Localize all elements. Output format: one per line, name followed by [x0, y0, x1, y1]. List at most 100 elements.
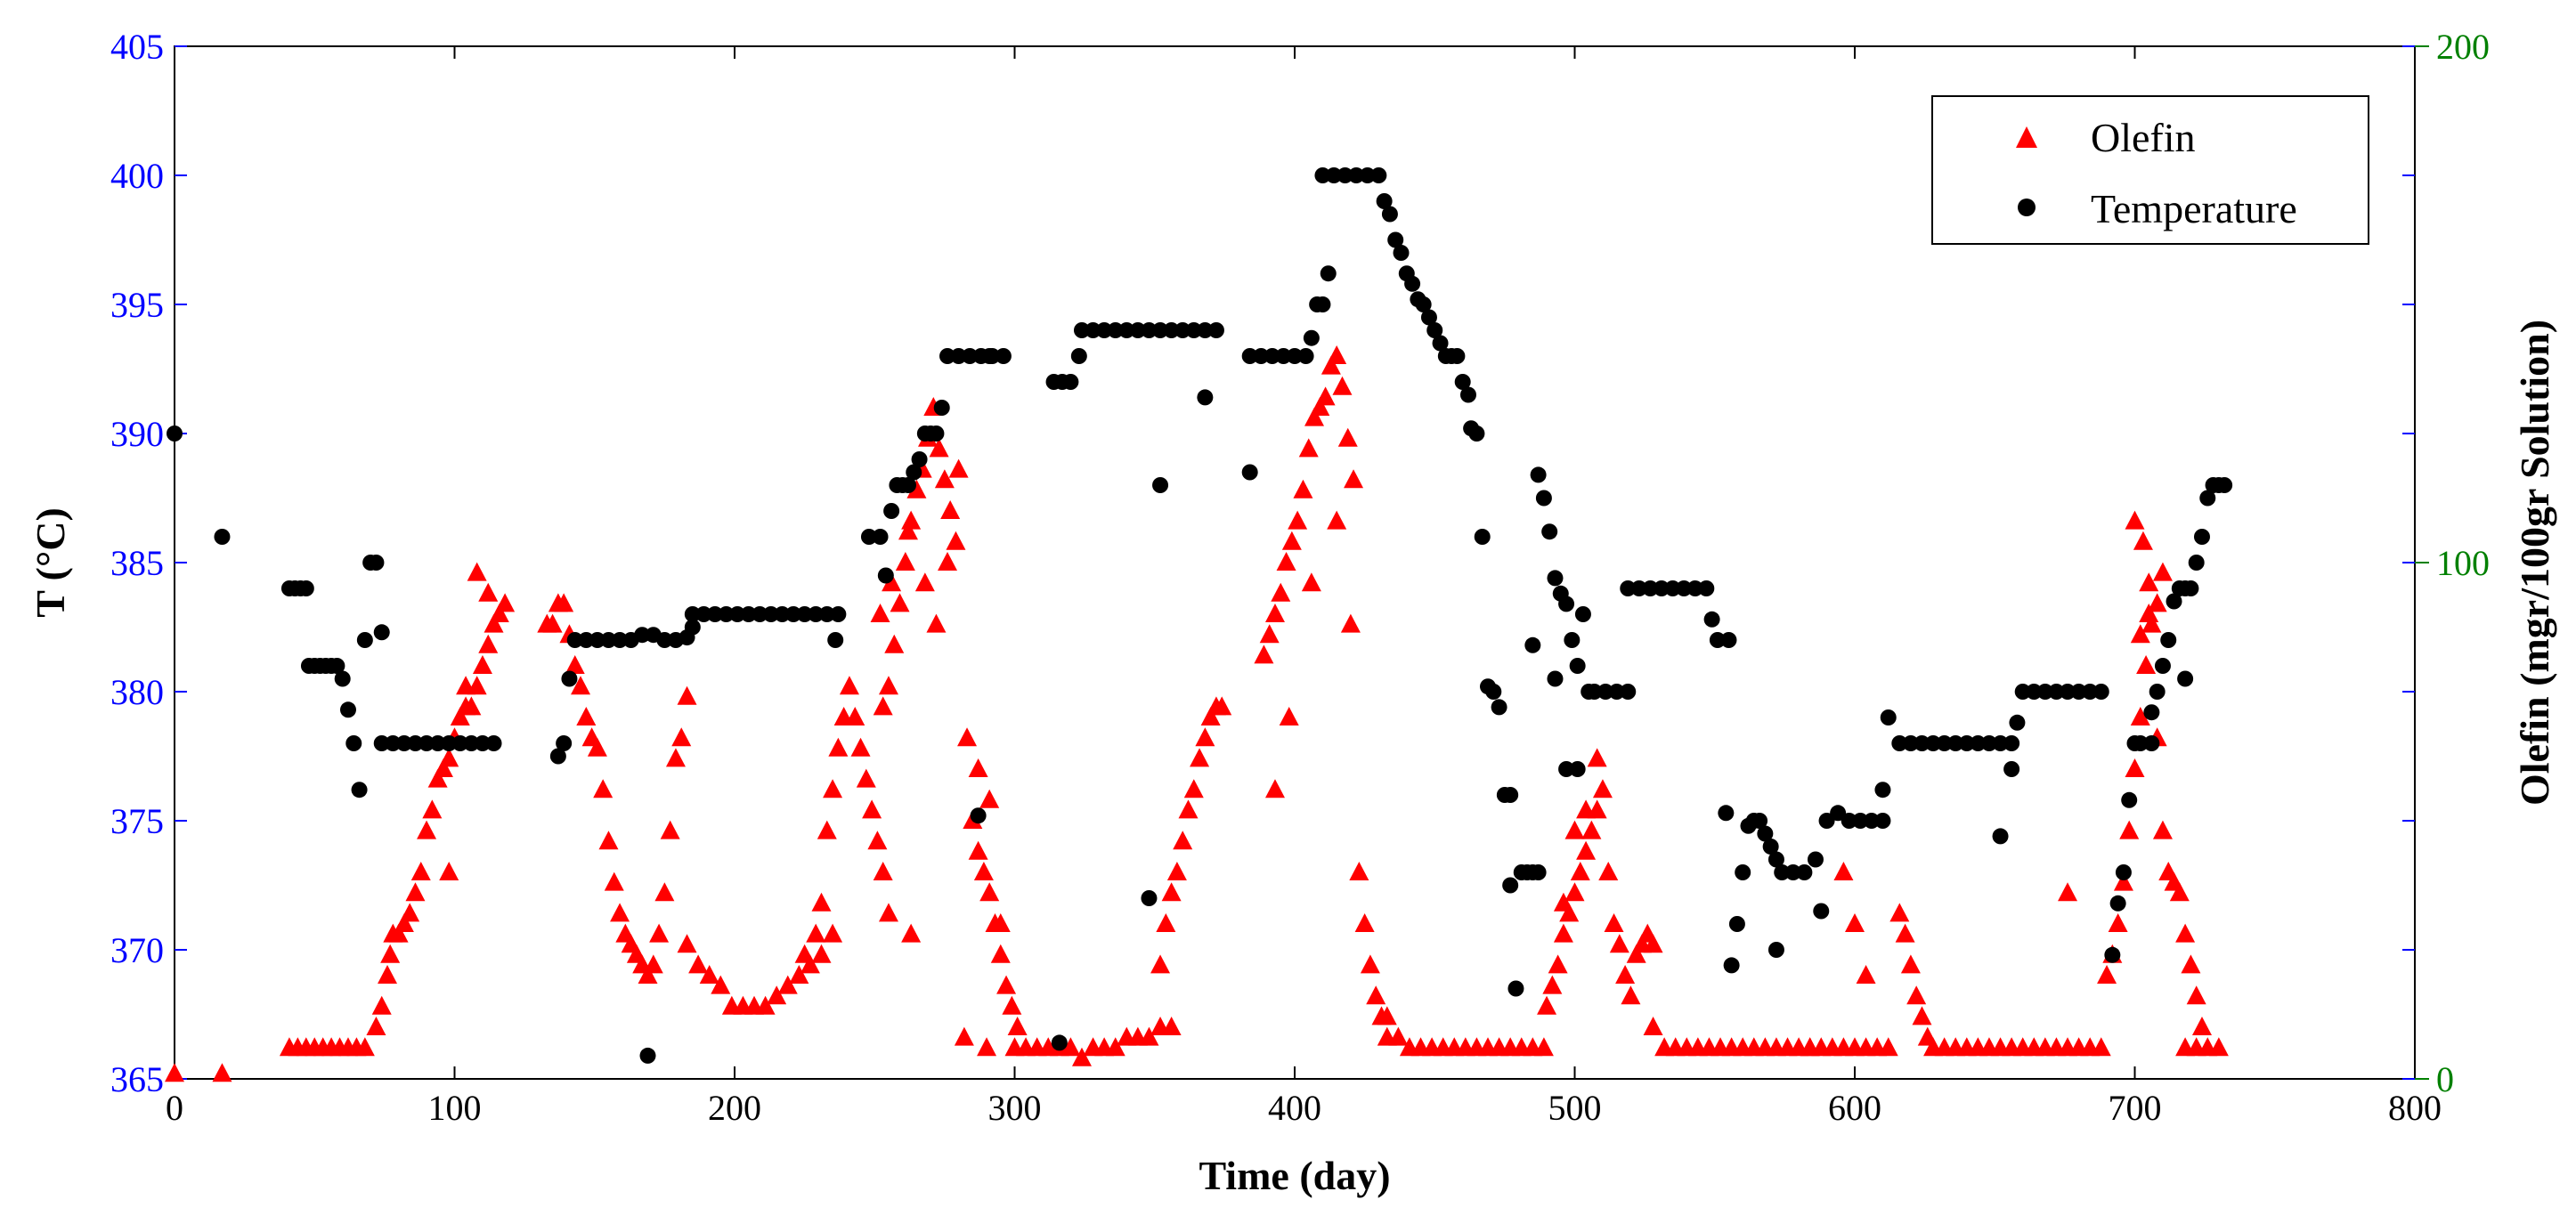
- temperature-point: [2143, 704, 2160, 721]
- y-left-tick-label: 390: [110, 414, 164, 454]
- olefin-point: [495, 593, 516, 612]
- temperature-point: [451, 735, 468, 751]
- olefin-point: [1581, 820, 1602, 839]
- temperature-point: [1980, 735, 1997, 751]
- olefin-point: [811, 892, 832, 912]
- olefin-point: [2091, 1037, 2111, 1057]
- olefin-point: [1271, 582, 1291, 602]
- series-temperature: [167, 167, 2233, 1064]
- olefin-point: [654, 882, 675, 902]
- olefin-point: [901, 510, 922, 530]
- olefin-point: [1833, 862, 1854, 880]
- olefin-point: [898, 521, 918, 540]
- temperature-point: [1891, 735, 1908, 751]
- temperature-point: [1348, 167, 1365, 183]
- olefin-point: [2136, 655, 2157, 674]
- olefin-point: [1587, 748, 1607, 767]
- temperature-point: [1241, 348, 1258, 364]
- olefin-point: [576, 707, 597, 725]
- olefin-point: [1900, 954, 1921, 974]
- temperature-point: [1586, 684, 1603, 700]
- temperature-point: [339, 701, 356, 718]
- olefin-point: [711, 975, 731, 994]
- temperature-point: [872, 529, 889, 545]
- temperature-point: [684, 619, 701, 636]
- temperature-point: [2036, 684, 2053, 700]
- olefin-point: [979, 882, 1000, 902]
- temperature-point: [695, 606, 712, 622]
- olefin-point: [571, 676, 591, 695]
- temperature-point: [1326, 167, 1343, 183]
- olefin-point: [1360, 954, 1380, 974]
- x-tick-label: 0: [166, 1088, 183, 1128]
- olefin-point: [914, 572, 935, 592]
- temperature-point: [345, 735, 362, 751]
- temperature-point: [1507, 980, 1524, 997]
- olefin-point: [1912, 1006, 1932, 1025]
- olefin-point: [1889, 903, 1910, 922]
- temperature-point: [1664, 580, 1681, 596]
- olefin-point: [593, 779, 614, 798]
- olefin-point: [878, 903, 898, 922]
- temperature-point: [418, 735, 435, 751]
- olefin-point: [1150, 954, 1171, 974]
- olefin-point: [212, 1063, 232, 1082]
- temperature-point: [1073, 322, 1090, 338]
- temperature-point: [1314, 296, 1331, 312]
- temperature-point: [796, 606, 813, 622]
- temperature-point: [911, 451, 928, 467]
- temperature-point: [373, 624, 390, 641]
- temperature-point: [612, 632, 629, 648]
- olefin-point: [688, 954, 709, 974]
- olefin-point: [677, 685, 697, 705]
- olefin-point: [2058, 882, 2078, 902]
- olefin-point: [1173, 831, 1193, 850]
- temperature-point: [1530, 864, 1547, 880]
- temperature-point: [1653, 580, 1670, 596]
- olefin-point: [845, 707, 865, 725]
- y-left-axis-label: T (°C): [28, 507, 73, 618]
- olefin-point: [1895, 923, 1915, 943]
- olefin-point: [2097, 965, 2117, 984]
- olefin-point: [1377, 1006, 1397, 1025]
- olefin-point: [1298, 438, 1319, 458]
- temperature-point: [1958, 735, 1975, 751]
- olefin-point: [400, 903, 420, 922]
- olefin-point: [671, 727, 692, 747]
- temperature-point: [1813, 903, 1830, 920]
- temperature-point: [1569, 658, 1586, 674]
- olefin-point: [587, 737, 607, 757]
- olefin-point: [2108, 913, 2128, 932]
- temperature-point: [474, 735, 491, 751]
- olefin-point: [1609, 934, 1629, 953]
- temperature-point: [1902, 735, 1919, 751]
- temperature-point: [334, 670, 351, 687]
- temperature-point: [1574, 606, 1591, 622]
- temperature-point: [1620, 580, 1637, 596]
- temperature-point: [2115, 864, 2132, 880]
- olefin-point: [1105, 1037, 1125, 1057]
- temperature-point: [950, 348, 967, 364]
- temperature-point: [561, 670, 578, 687]
- olefin-point: [1321, 355, 1341, 375]
- temperature-point: [1807, 851, 1824, 868]
- temperature-point: [1502, 787, 1519, 803]
- olefin-point: [789, 965, 809, 984]
- olefin-point: [394, 913, 414, 932]
- temperature-point: [429, 735, 446, 751]
- olefin-point: [755, 995, 776, 1015]
- olefin-point: [954, 1026, 974, 1046]
- olefin-point: [2186, 985, 2206, 1005]
- temperature-point: [1530, 466, 1547, 483]
- temperature-point: [1720, 632, 1737, 648]
- temperature-point: [933, 400, 950, 416]
- temperature-point: [995, 348, 1012, 364]
- olefin-point: [1564, 882, 1585, 902]
- olefin-point: [777, 975, 798, 994]
- olefin-point: [811, 944, 832, 963]
- temperature-point: [1454, 374, 1471, 390]
- olefin-point: [1161, 882, 1182, 902]
- temperature-point: [1337, 167, 1353, 183]
- temperature-point: [1642, 580, 1659, 596]
- olefin-point: [929, 438, 949, 458]
